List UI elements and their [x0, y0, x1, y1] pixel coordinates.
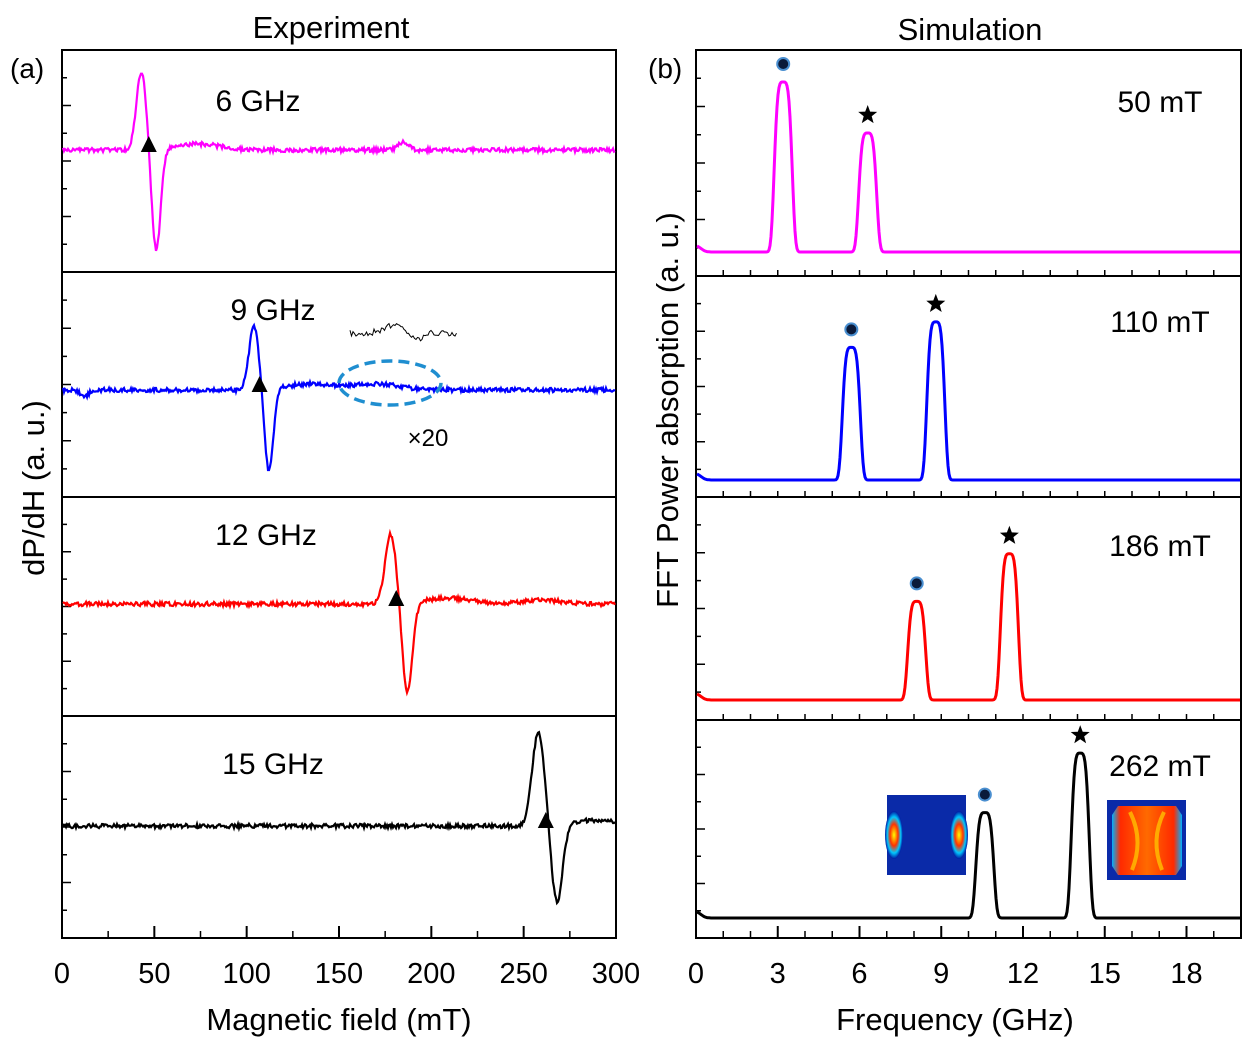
series-line [696, 552, 1240, 702]
series-line [696, 751, 1240, 920]
series-line [61, 72, 616, 252]
x-tick-label: 12 [1007, 958, 1039, 990]
peak-star-marker [858, 105, 878, 124]
resonance-triangle-marker [537, 812, 554, 828]
right-title: Simulation [898, 12, 1043, 47]
left-panel-tag: (a) [10, 53, 44, 84]
series-label: 12 GHz [215, 519, 317, 552]
peak-star-marker [1070, 725, 1090, 744]
x-tick-label: 250 [499, 958, 547, 990]
left-title: Experiment [253, 10, 410, 45]
simulation-panel: 0 3 6 9 12 15 18 50 mT 110 mT 186 mT 262 mT Frequ… [650, 49, 1242, 1037]
right-panel-tag: (b) [648, 53, 682, 84]
resonance-triangle-marker [388, 590, 405, 606]
center-mode-profile-inset [1107, 800, 1186, 880]
x-tick-label: 0 [54, 958, 70, 990]
peak-circle-marker [977, 787, 992, 802]
peak-star-marker [999, 525, 1019, 544]
peak-circle-marker [844, 322, 859, 337]
series-label: 110 mT [1110, 306, 1209, 339]
peak-circle-marker [776, 57, 791, 71]
x-tick-label: 200 [407, 958, 455, 990]
zoom-factor-label: ×20 [408, 425, 449, 452]
x-tick-label: 300 [592, 958, 640, 990]
zoom-inset-trace [349, 322, 457, 342]
series-line [62, 528, 616, 697]
x-axis-label-left: Magnetic field (mT) [206, 1002, 471, 1037]
series-label: 6 GHz [215, 85, 300, 118]
x-tick-label: 18 [1170, 958, 1202, 990]
peak-star-marker [926, 293, 946, 312]
series-label: 50 mT [1117, 86, 1202, 119]
weak-mode-highlight-ellipse [337, 359, 443, 407]
x-tick-label: 9 [933, 958, 949, 990]
x-tick-label: 50 [138, 958, 170, 990]
y-axis-label-left: dP/dH (a. u.) [16, 400, 51, 576]
resonance-triangle-marker [251, 376, 268, 392]
x-tick-label: 15 [1089, 958, 1121, 990]
series-label: 262 mT [1109, 750, 1211, 783]
x-tick-label: 6 [851, 958, 867, 990]
x-axis-label-right: Frequency (GHz) [836, 1002, 1074, 1037]
x-tick-label: 0 [688, 958, 704, 990]
series-label: 15 GHz [222, 748, 324, 781]
series-line [696, 80, 1240, 254]
x-tick-label: 3 [770, 958, 786, 990]
series-label: 186 mT [1109, 530, 1211, 563]
edge-mode-profile-inset [885, 795, 968, 875]
series-label: 9 GHz [230, 294, 315, 327]
series-line [62, 730, 616, 906]
peak-circle-marker [909, 576, 924, 591]
resonance-triangle-marker [140, 136, 157, 152]
series-line [696, 320, 1240, 482]
experiment-panel: 0 50 100 150 200 250 300 6 GHz 9 GHz 12 GHz 15 GH… [16, 49, 640, 1037]
x-tick-label: 100 [222, 958, 270, 990]
y-axis-label-right: FFT Power absorption (a. u.) [650, 212, 685, 608]
x-tick-label: 150 [315, 958, 363, 990]
series-line [61, 322, 616, 472]
experiment-frame [61, 49, 617, 939]
